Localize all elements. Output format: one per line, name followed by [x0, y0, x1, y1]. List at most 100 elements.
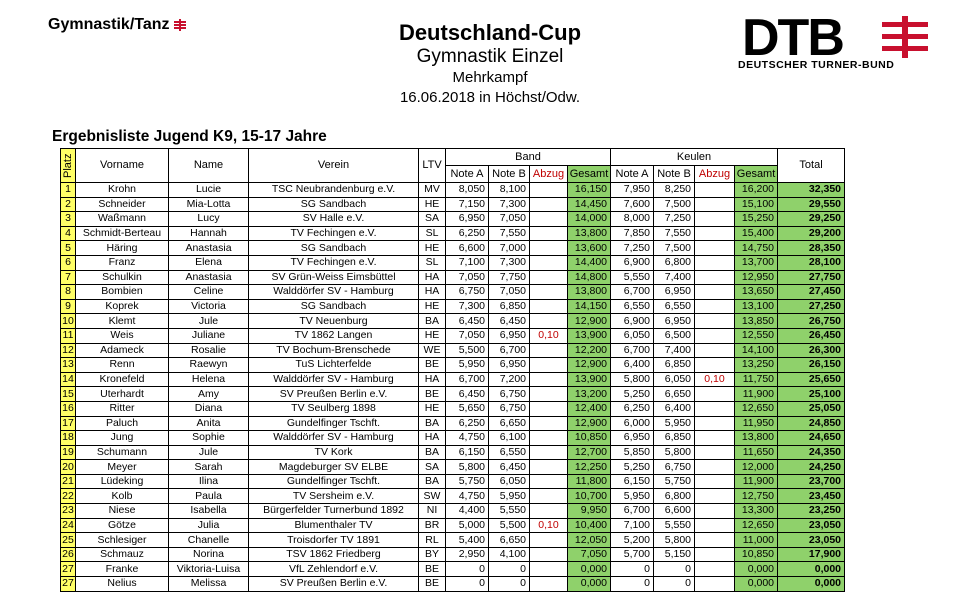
cell-band-abzug	[529, 342, 568, 359]
cell-band-note-a: 6,450	[445, 313, 489, 329]
cell-band-note-a: 7,150	[445, 196, 489, 213]
header-band-abzug: Abzug	[529, 165, 568, 183]
cell-total: 24,650	[777, 430, 846, 446]
cell-band-abzug	[529, 430, 568, 446]
cell-band-note-a: 7,050	[445, 269, 489, 286]
cell-vorname: Kronefeld	[75, 371, 169, 388]
cell-keulen-gesamt: 13,100	[734, 298, 779, 315]
cell-keulen-abzug	[694, 532, 736, 548]
cell-keulen-note-b: 5,550	[653, 517, 696, 534]
cell-keulen-abzug	[694, 561, 736, 578]
cell-keulen-gesamt: 11,900	[734, 386, 779, 402]
cell-name: Amy	[168, 386, 249, 402]
cell-name: Chanelle	[168, 532, 249, 548]
table-row: 10 Klemt Jule TV Neuenburg BA 6,450 6,450 12,90…	[60, 313, 846, 329]
cell-band-gesamt: 13,900	[566, 327, 612, 344]
cell-total: 25,650	[777, 371, 846, 388]
cell-vorname: Schlesiger	[75, 532, 169, 548]
dtb-cross-icon	[173, 19, 186, 31]
cell-vorname: Krohn	[75, 182, 169, 198]
cell-band-note-a: 6,950	[445, 211, 489, 227]
cell-name: Julia	[168, 517, 249, 534]
cell-ltv: SL	[418, 254, 446, 271]
cell-name: Jule	[168, 444, 249, 461]
cell-band-abzug	[529, 488, 568, 505]
cell-keulen-abzug	[694, 576, 736, 592]
cell-band-note-a: 5,650	[445, 400, 489, 417]
cell-keulen-note-b: 6,650	[653, 386, 696, 402]
cell-keulen-note-a: 6,900	[610, 254, 655, 271]
cell-band-note-a: 6,750	[445, 284, 489, 300]
cell-keulen-note-b: 5,150	[653, 546, 696, 563]
cell-band-note-b: 6,050	[488, 473, 530, 490]
cell-band-note-a: 5,000	[445, 517, 489, 534]
cell-band-abzug	[529, 400, 568, 417]
cell-keulen-gesamt: 15,100	[734, 196, 779, 213]
cell-band-note-b: 6,650	[488, 532, 530, 548]
cell-keulen-note-a: 5,850	[610, 444, 655, 461]
table-row: 7 Schulkin Anastasia SV Grün-Weiss Eimsbütt…	[60, 269, 846, 286]
dtb-abbr: DTB	[742, 9, 845, 67]
cell-band-note-b: 5,950	[488, 488, 530, 505]
table-row: 26 Schmauz Norina TSV 1862 Friedberg BY 2,950…	[60, 546, 846, 563]
cell-keulen-gesamt: 15,250	[734, 211, 779, 227]
cell-keulen-note-a: 5,250	[610, 459, 655, 475]
cell-total: 23,250	[777, 503, 846, 519]
cell-vorname: Nelius	[75, 576, 169, 592]
cell-total: 23,700	[777, 473, 846, 490]
cell-band-note-a: 5,950	[445, 357, 489, 373]
cell-ltv: SL	[418, 225, 446, 242]
cell-verein: Walddörfer SV - Hamburg	[248, 284, 419, 300]
cell-verein: Bürgerfelder Turnerbund 1892	[248, 503, 419, 519]
cell-keulen-note-b: 6,550	[653, 298, 696, 315]
cell-band-abzug	[529, 503, 568, 519]
cell-vorname: Schmidt-Berteau	[75, 225, 169, 242]
table-row: 13 Renn Raewyn TuS Lichterfelde BE 5,950 6,950…	[60, 357, 846, 373]
cell-band-abzug	[529, 240, 568, 256]
cell-band-note-b: 8,100	[488, 182, 530, 198]
cell-keulen-note-b: 6,850	[653, 357, 696, 373]
cell-keulen-note-a: 5,550	[610, 269, 655, 286]
cell-name: Mia-Lotta	[168, 196, 249, 213]
cell-name: Diana	[168, 400, 249, 417]
cell-ltv: SW	[418, 488, 446, 505]
cell-vorname: Schulkin	[75, 269, 169, 286]
cell-band-note-b: 4,100	[488, 546, 530, 563]
cell-total: 26,450	[777, 327, 846, 344]
cell-keulen-note-a: 6,150	[610, 473, 655, 490]
cell-keulen-abzug	[694, 254, 736, 271]
cell-band-gesamt: 10,400	[566, 517, 612, 534]
cell-keulen-abzug	[694, 342, 736, 359]
header-keulen-note-b: Note B	[653, 165, 696, 183]
cell-band-gesamt: 7,050	[566, 546, 612, 563]
cell-keulen-gesamt: 0,000	[734, 561, 779, 578]
cell-band-note-b: 0	[488, 576, 530, 592]
cell-keulen-gesamt: 15,400	[734, 225, 779, 242]
cell-keulen-note-b: 0	[653, 576, 696, 592]
cell-band-note-b: 7,550	[488, 225, 530, 242]
cell-band-gesamt: 12,250	[566, 459, 612, 475]
cell-band-note-a: 7,050	[445, 327, 489, 344]
cell-name: Anastasia	[168, 269, 249, 286]
cell-keulen-gesamt: 14,100	[734, 342, 779, 359]
document-header: Deutschland-Cup Gymnastik Einzel Mehrkam…	[340, 20, 640, 108]
cell-vorname: Niese	[75, 503, 169, 519]
cell-name: Norina	[168, 546, 249, 563]
cell-band-abzug	[529, 182, 568, 198]
cell-band-note-a: 6,700	[445, 371, 489, 388]
cell-name: Helena	[168, 371, 249, 388]
cell-keulen-abzug	[694, 240, 736, 256]
cell-band-note-a: 5,750	[445, 473, 489, 490]
cell-keulen-note-b: 8,250	[653, 182, 696, 198]
table-row: 8 Bombien Celine Walddörfer SV - Hamburg HA 6…	[60, 284, 846, 300]
cell-keulen-note-a: 6,000	[610, 415, 655, 432]
cell-keulen-note-a: 6,700	[610, 342, 655, 359]
dtb-logo: DTB DEUTSCHER TURNER-BUND	[736, 9, 936, 74]
cell-name: Lucie	[168, 182, 249, 198]
cell-band-note-a: 5,400	[445, 532, 489, 548]
cell-band-abzug	[529, 269, 568, 286]
header-platz: Platz	[60, 148, 76, 183]
cell-keulen-note-b: 6,850	[653, 430, 696, 446]
cell-platz: 9	[60, 298, 76, 315]
cell-total: 0,000	[777, 561, 846, 578]
